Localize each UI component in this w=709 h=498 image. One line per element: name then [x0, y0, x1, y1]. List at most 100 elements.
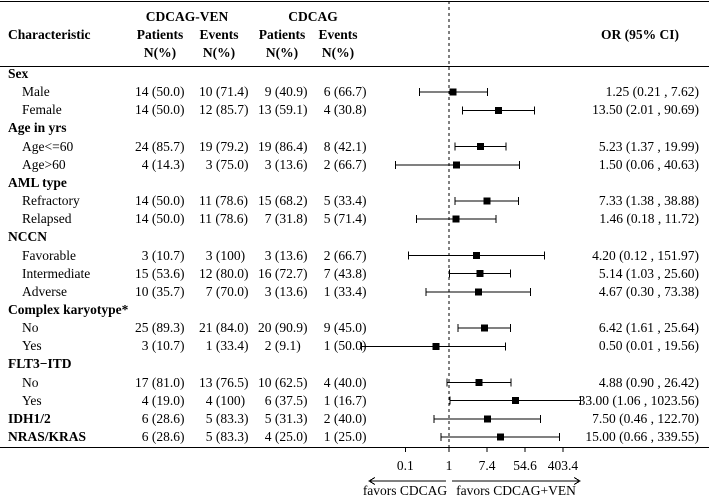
unit-label-cdcag-ven-patients: N(%) — [143, 45, 177, 60]
right-arrow — [452, 477, 581, 485]
or-point — [511, 397, 519, 405]
subgroup-label: Refractory — [22, 193, 80, 209]
cdcag-ven-events-cell: 4 (100) — [205, 392, 246, 408]
category-row: FLT3−ITD — [0, 355, 709, 373]
cdcag-ven-events-cell: 5 (83.3) — [205, 410, 249, 426]
cdcag-ven-events-cell: 1 (33.4) — [205, 338, 249, 354]
subgroup-row: Age>60 4 (14.3) 3 (75.0) 3 (13.6) 2 (66.7) 1.… — [0, 156, 709, 174]
cdcag-ven-patients-cell: 25 (89.3) — [135, 320, 185, 336]
cdcag-events-cell: 7 (43.8) — [323, 265, 367, 281]
or-ci-cell: 4.67 (0.30 , 73.38) — [598, 283, 699, 299]
cdcag-patients-cell: 4 (25.0) — [264, 429, 308, 444]
or-point — [474, 288, 482, 296]
bottom-rule — [0, 447, 709, 448]
cdcag-ven-events-cell: 21 (84.0) — [199, 320, 249, 336]
subgroup-label: Adverse — [22, 283, 67, 299]
cdcag-patients-cell: 5 (31.3) — [264, 410, 308, 426]
category-label: NCCN — [8, 229, 47, 245]
cdcag-ven-patients-cell: 14 (50.0) — [135, 193, 185, 209]
column-header-cdcag-events: Events — [318, 27, 358, 42]
subgroup-label: No — [22, 320, 39, 336]
estimate-mark — [440, 433, 561, 441]
estimate-mark — [461, 106, 536, 115]
subgroup-row: Male 14 (50.0) 10 (71.4) 9 (40.9) 6 (66.7) 1.… — [0, 83, 709, 101]
cdcag-events-cell: 5 (71.4) — [323, 211, 367, 227]
or-point — [476, 143, 484, 151]
unit-label-cdcag-events: N(%) — [321, 45, 355, 60]
estimate-mark — [454, 142, 507, 151]
category-row: Age in yrs — [0, 119, 709, 137]
cdcag-patients-cell: 7 (31.8) — [264, 211, 308, 227]
cdcag-ven-events-cell: 3 (100) — [205, 247, 246, 263]
column-header-cdcag-patients: Patients — [258, 27, 306, 42]
cdcag-events-cell: 2 (66.7) — [323, 156, 367, 172]
cdcag-patients-cell: 10 (62.5) — [258, 374, 308, 390]
cdcag-events-cell: 9 (45.0) — [323, 320, 367, 336]
cdcag-events-cell: 5 (33.4) — [323, 193, 367, 209]
cdcag-events-cell: 4 (40.0) — [323, 374, 367, 390]
or-point — [494, 106, 502, 114]
or-point — [453, 161, 461, 169]
or-point — [432, 342, 440, 350]
subgroup-row: Age<=60 24 (85.7) 19 (79.2) 19 (86.4) 8 (42.… — [0, 138, 709, 156]
or-point — [452, 215, 460, 223]
group-header-cdcag-ven: CDCAG-VEN — [145, 9, 229, 24]
subgroup-label: Intermediate — [22, 265, 91, 281]
subgroup-label: Age>60 — [22, 156, 66, 172]
column-header-or-ci: OR (95% CI) — [601, 27, 679, 42]
category-label: NRAS/KRAS — [8, 429, 87, 444]
estimate-mark — [418, 88, 489, 97]
estimate-mark — [457, 324, 512, 333]
or-point — [472, 252, 480, 259]
cdcag-ven-events-cell: 19 (79.2) — [199, 138, 249, 154]
cdcag-patients-cell: 2 (9.1) — [264, 338, 301, 354]
or-ci-cell: 6.42 (1.61 , 25.64) — [598, 320, 699, 336]
cdcag-events-cell: 2 (40.0) — [323, 410, 367, 426]
estimate-mark — [454, 197, 520, 206]
cdcag-ven-patients-cell: 15 (53.6) — [135, 265, 185, 281]
category-row: NRAS/KRAS 6 (28.6) 5 (83.3) 4 (25.0) 1 (25.0… — [0, 428, 709, 446]
cdcag-ven-events-cell: 12 (80.0) — [199, 265, 249, 281]
estimate-mark — [395, 160, 520, 169]
cdcag-ven-events-cell: 7 (70.0) — [205, 283, 249, 299]
cdcag-patients-cell: 16 (72.7) — [258, 265, 308, 281]
subgroup-row: Relapsed 14 (50.0) 11 (78.6) 7 (31.8) 5 (71.… — [0, 210, 709, 228]
cdcag-ven-events-cell: 3 (75.0) — [205, 156, 249, 172]
subgroup-row: Yes 3 (10.7) 1 (33.4) 2 (9.1) 1 (50.0) 0.50 (… — [0, 337, 709, 355]
top-rule — [0, 1, 709, 2]
or-ci-cell: 1.50 (0.06 , 40.63) — [598, 156, 699, 172]
cdcag-events-cell: 1 (16.7) — [323, 392, 367, 408]
estimate-marks — [361, 88, 582, 441]
cdcag-patients-cell: 3 (13.6) — [264, 247, 308, 263]
cdcag-events-cell: 1 (33.4) — [323, 283, 367, 299]
cdcag-ven-events-cell: 5 (83.3) — [205, 429, 249, 444]
category-row: Sex — [0, 65, 709, 83]
axis-tick-label: 0.1 — [396, 458, 414, 473]
or-ci-cell: 4.88 (0.90 , 26.42) — [598, 374, 699, 390]
cdcag-patients-cell: 20 (90.9) — [258, 320, 308, 336]
cdcag-ven-patients-cell: 14 (50.0) — [135, 84, 185, 100]
cdcag-ven-patients-cell: 3 (10.7) — [141, 247, 185, 263]
cdcag-ven-patients-cell: 4 (19.0) — [141, 392, 185, 408]
left-arrow — [368, 477, 446, 485]
subgroup-row: Favorable 3 (10.7) 3 (100) 3 (13.6) 2 (66.7)… — [0, 247, 709, 265]
category-row: AML type — [0, 174, 709, 192]
or-point — [483, 197, 491, 205]
cdcag-patients-cell: 19 (86.4) — [258, 138, 308, 154]
favors-cdcag-label: favors CDCAG — [362, 483, 448, 498]
subgroup-label: Yes — [22, 392, 42, 408]
subgroup-label: Male — [22, 84, 50, 100]
cdcag-ven-patients-cell: 10 (35.7) — [135, 283, 185, 299]
cdcag-ven-events-cell: 10 (71.4) — [199, 84, 249, 100]
or-ci-cell: 7.50 (0.46 , 122.70) — [592, 410, 699, 426]
estimate-mark — [415, 215, 497, 224]
cdcag-patients-cell: 6 (37.5) — [264, 392, 308, 408]
axis-tick-label: 54.6 — [513, 458, 537, 473]
group-header-cdcag: CDCAG — [288, 9, 338, 24]
or-ci-cell: 7.33 (1.38 , 38.88) — [598, 193, 699, 209]
subgroup-row: No 17 (81.0) 13 (76.5) 10 (62.5) 4 (40.0) 4.8… — [0, 374, 709, 392]
cdcag-ven-patients-cell: 6 (28.6) — [141, 410, 185, 426]
category-label: AML type — [8, 174, 67, 190]
cdcag-ven-events-cell: 12 (85.7) — [199, 102, 249, 118]
